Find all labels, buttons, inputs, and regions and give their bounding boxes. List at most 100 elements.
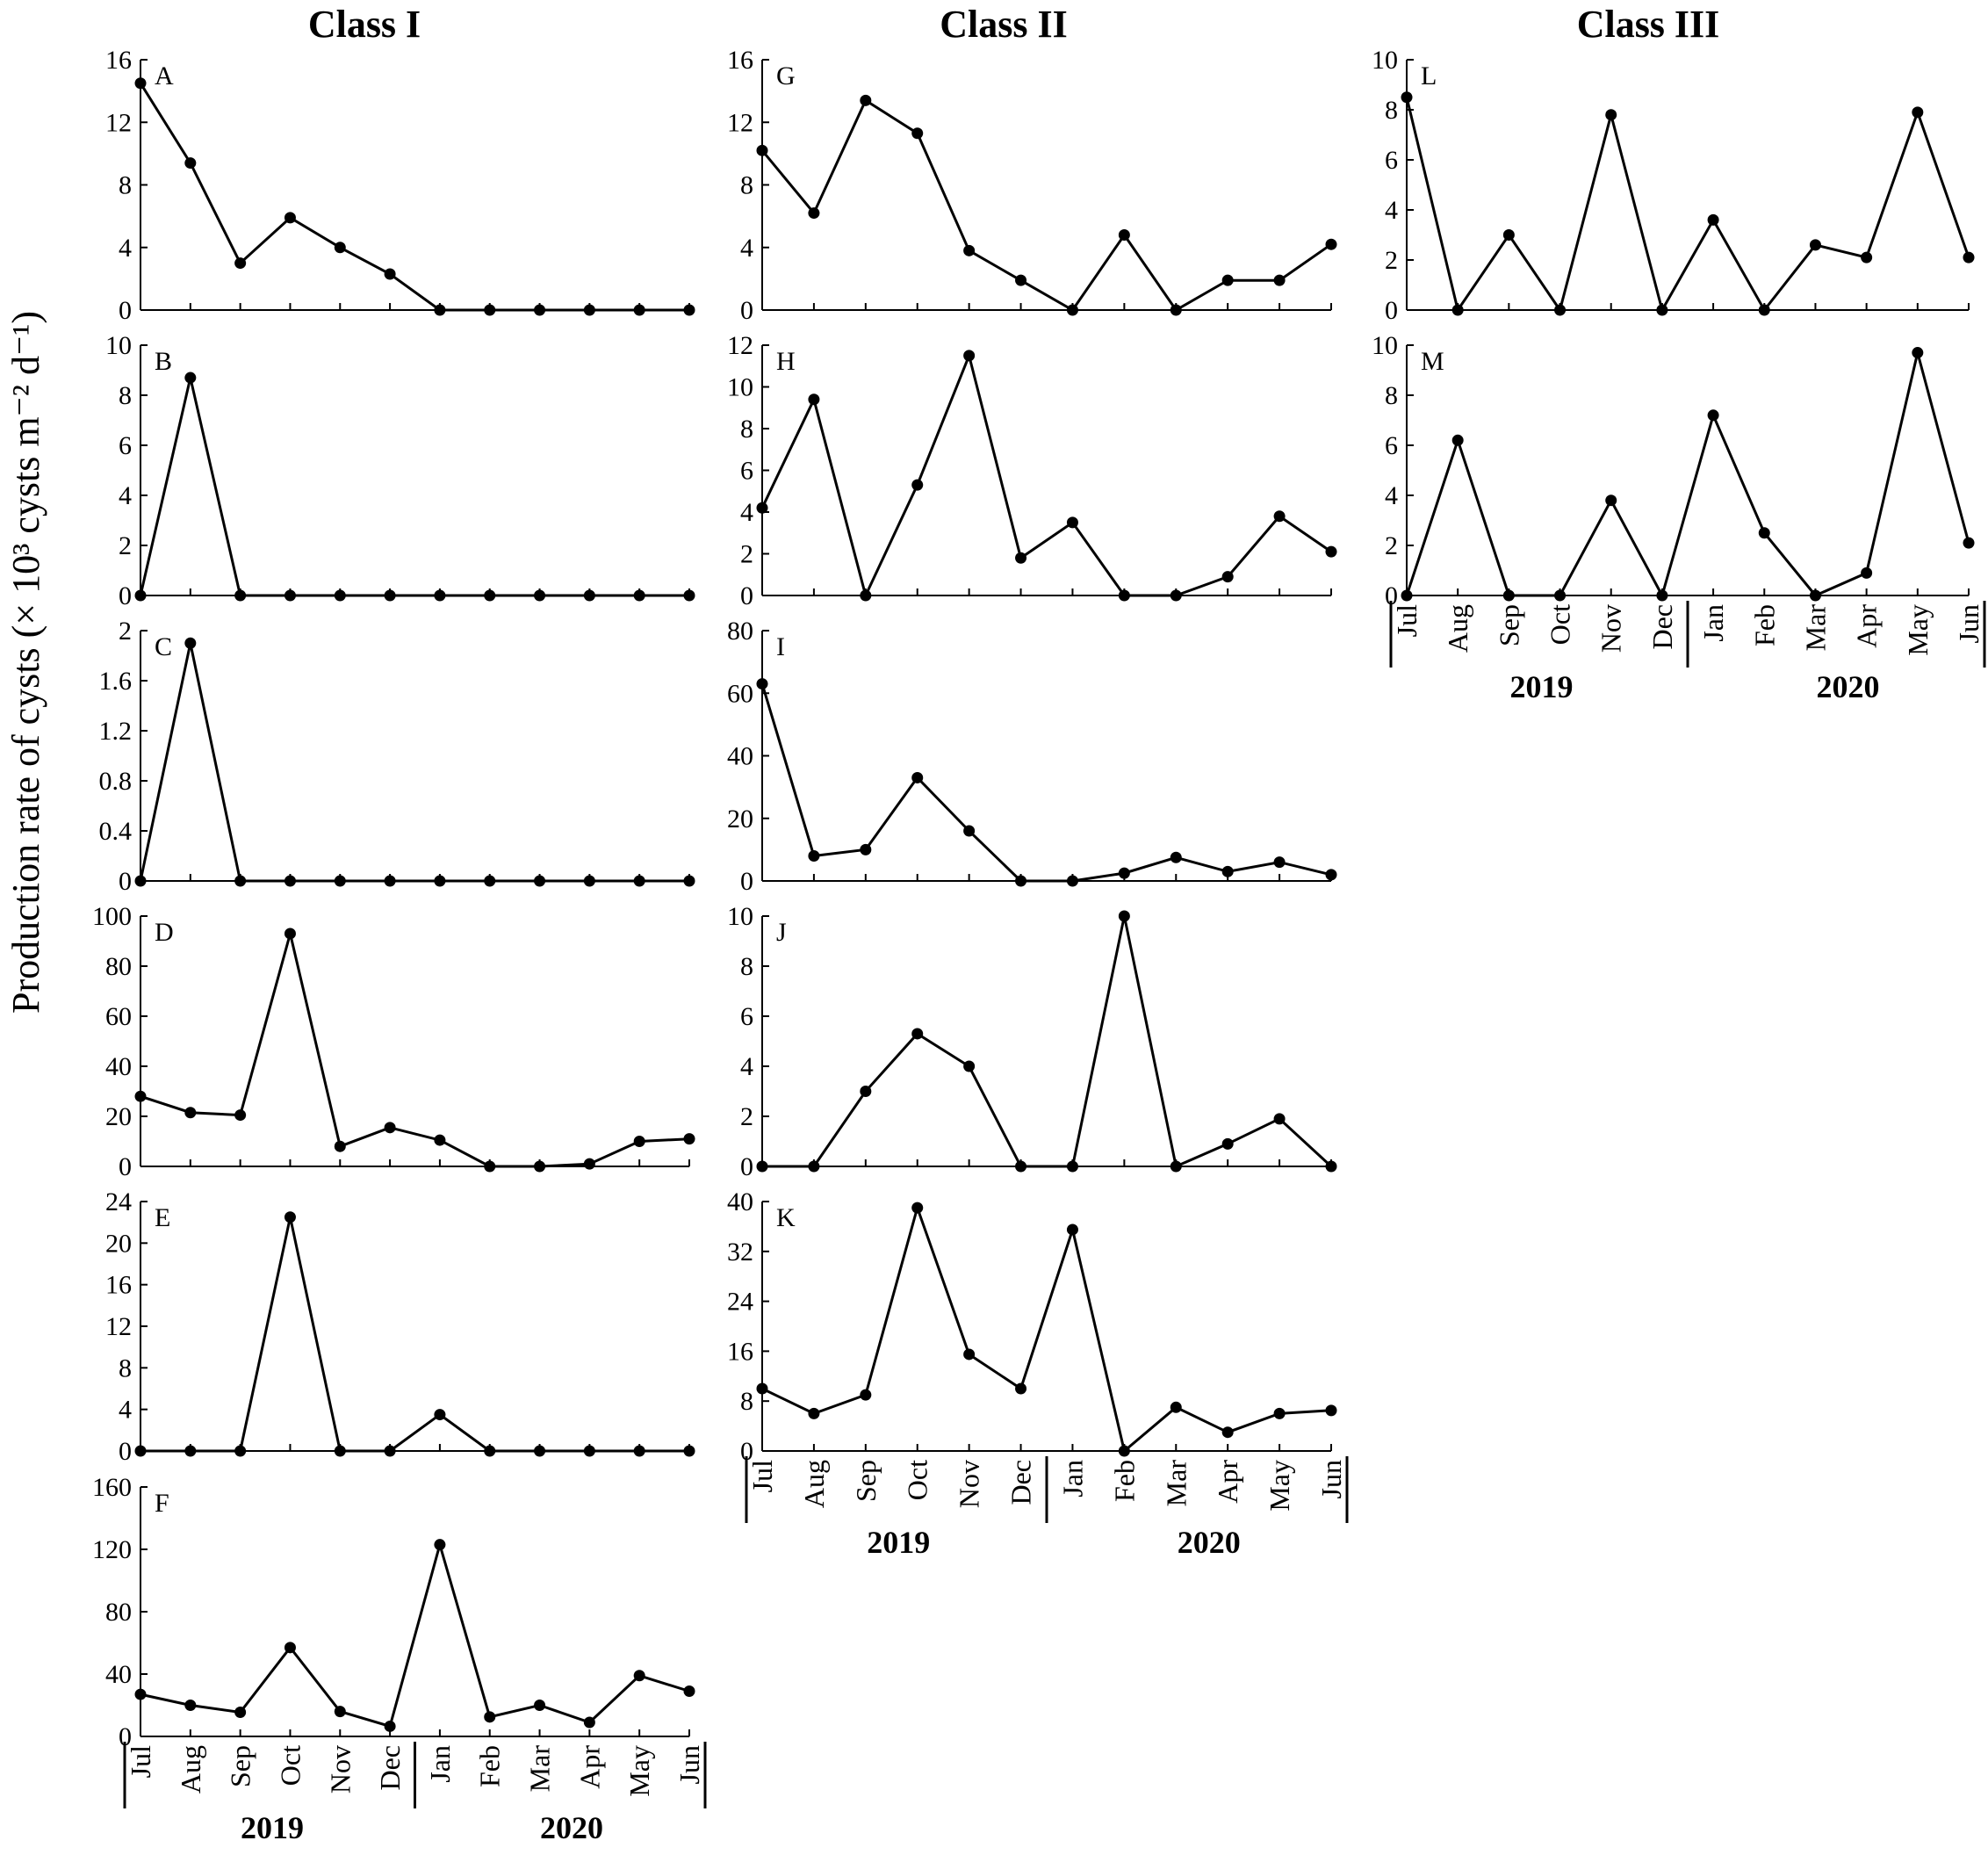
data-point [911, 771, 924, 783]
month-label: Jun [1953, 604, 1984, 643]
y-tick-label: 0.4 [99, 817, 133, 846]
y-tick-label: 8 [1385, 96, 1398, 125]
data-point [434, 304, 446, 316]
data-point [963, 1348, 976, 1361]
y-tick-label: 6 [1385, 146, 1398, 175]
month-label: Jan [1056, 1460, 1088, 1498]
y-tick-label: 0 [740, 867, 753, 896]
data-point [1066, 1223, 1078, 1236]
y-tick-label: 16 [105, 46, 132, 75]
y-tick-label: 24 [105, 1187, 132, 1216]
data-point [534, 589, 546, 602]
series-line [140, 1540, 690, 1729]
data-point [1221, 1426, 1234, 1439]
y-tick-label: 10 [105, 331, 132, 360]
month-label: Apr [573, 1745, 605, 1789]
data-point [911, 1028, 924, 1040]
panel-f: 0 40 80 120 160 F Jul Aug Sep Oct Nov Dec Jan Feb Mar A… [92, 1473, 707, 1845]
data-point [484, 1711, 496, 1723]
data-point [1912, 347, 1924, 359]
y-tick-label: 0 [740, 1152, 753, 1181]
y-tick-label: 6 [1385, 431, 1398, 460]
y-tick-label: 2 [740, 540, 753, 569]
column-title-class-ii: Class II [940, 3, 1068, 46]
y-tick-label: 0.8 [99, 767, 133, 796]
series-line [761, 1203, 1332, 1454]
month-label: Jun [673, 1745, 705, 1784]
data-point [683, 1133, 695, 1145]
month-label: Nov [954, 1460, 985, 1508]
panel-letter: B [155, 347, 172, 376]
data-point [1554, 589, 1567, 602]
panel-j: 0 2 4 6 8 10 J [727, 902, 1337, 1181]
data-point [1451, 304, 1464, 316]
panel-g: 0 4 8 12 16 G [727, 46, 1337, 325]
y-tick-label: 4 [740, 234, 753, 263]
data-point [860, 94, 872, 106]
y-tick-label: 8 [1385, 381, 1398, 410]
y-tick-label: 0 [740, 581, 753, 610]
y-tick-label: 4 [119, 234, 132, 263]
panel-letter: M [1421, 347, 1444, 376]
y-tick-label: 12 [105, 1312, 132, 1341]
data-point [583, 304, 595, 316]
y-tick-label: 40 [727, 742, 753, 771]
data-point [1015, 875, 1027, 887]
data-point [633, 1670, 645, 1682]
data-point [384, 589, 396, 602]
data-point [1170, 1401, 1182, 1413]
data-point [1861, 567, 1873, 579]
data-point [334, 589, 346, 602]
data-point [1325, 238, 1337, 250]
month-label: Dec [1646, 604, 1678, 650]
data-point [134, 1090, 147, 1102]
data-point [234, 875, 247, 887]
data-point [808, 1160, 820, 1173]
y-tick-label: 40 [105, 1660, 132, 1689]
month-label: Apr [1851, 604, 1883, 648]
y-tick-label: 0 [119, 1722, 132, 1751]
data-point [284, 212, 296, 224]
data-point [1758, 527, 1770, 539]
series-line [760, 683, 1332, 883]
data-point [1066, 516, 1078, 529]
y-tick-label: 4 [740, 498, 753, 527]
y-tick-label: 6 [119, 431, 132, 460]
data-point [234, 1109, 247, 1122]
data-point [1325, 545, 1337, 558]
year-label: 2020 [1178, 1525, 1241, 1560]
data-point [134, 589, 147, 602]
y-tick-label: 10 [1372, 331, 1398, 360]
data-point [384, 1720, 396, 1732]
month-label: Apr [1212, 1460, 1243, 1504]
y-tick-label: 1.2 [99, 717, 133, 746]
data-point [1273, 1407, 1286, 1419]
y-tick-label: 120 [92, 1535, 132, 1564]
data-point [633, 1136, 645, 1147]
y-tick-label: 0 [119, 867, 132, 896]
series-line [760, 98, 1332, 312]
data-point [860, 843, 872, 855]
y-tick-label: 60 [727, 679, 753, 708]
panel-e: 0 4 8 12 16 20 24 E [105, 1187, 695, 1466]
data-point [434, 589, 446, 602]
series-line [139, 82, 689, 312]
y-tick-label: 0 [1385, 581, 1398, 610]
data-point [1325, 1404, 1337, 1417]
data-point [1221, 865, 1234, 877]
data-point [184, 372, 197, 384]
data-point [1809, 589, 1821, 602]
panel-l: 0 2 4 6 8 10 L [1372, 46, 1975, 325]
y-tick-label: 80 [727, 617, 753, 646]
data-point [583, 875, 595, 887]
data-point [1912, 106, 1924, 119]
y-tick-label: 10 [727, 373, 753, 402]
y-tick-label: 8 [119, 381, 132, 410]
data-point [184, 1107, 197, 1119]
data-point [334, 875, 346, 887]
panel-letter: I [776, 632, 785, 661]
month-label: Jul [746, 1460, 778, 1492]
data-point [1273, 856, 1286, 869]
y-tick-label: 2 [119, 617, 132, 646]
data-point [434, 1539, 446, 1551]
